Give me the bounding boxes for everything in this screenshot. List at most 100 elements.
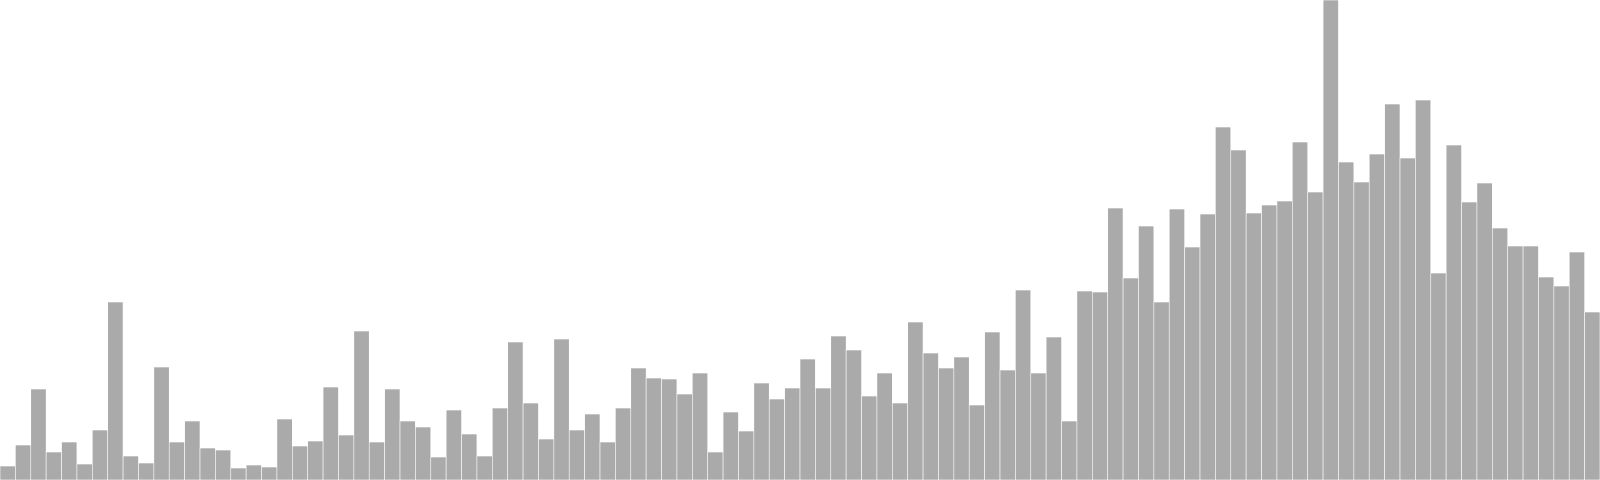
bar-93	[1415, 99, 1432, 480]
bar-67	[1015, 289, 1032, 480]
bar-2	[15, 444, 32, 480]
bar-42	[630, 367, 647, 480]
bar-97	[1476, 182, 1493, 480]
bar-104	[1584, 311, 1600, 480]
bar-23	[338, 434, 355, 480]
bar-16	[230, 467, 247, 480]
bar-78	[1184, 246, 1201, 480]
bar-39	[584, 413, 601, 480]
bar-60	[907, 321, 924, 480]
bar-61	[922, 352, 939, 480]
bar-14	[199, 447, 216, 480]
bar-83	[1261, 204, 1278, 480]
bar-4	[45, 451, 62, 480]
bar-15	[215, 449, 232, 480]
bar-44	[661, 378, 678, 480]
bar-64	[968, 404, 985, 480]
bar-90	[1368, 153, 1385, 480]
bar-96	[1461, 201, 1478, 480]
bar-65	[984, 331, 1001, 480]
bar-3	[30, 388, 47, 480]
bar-88	[1338, 161, 1355, 480]
bar-79	[1199, 213, 1216, 480]
bar-68	[1030, 372, 1047, 480]
bar-91	[1384, 103, 1401, 480]
bar-10	[138, 462, 155, 480]
bar-30	[445, 409, 462, 480]
bar-100	[1522, 245, 1539, 480]
bar-9	[122, 455, 139, 480]
bar-27	[399, 420, 416, 480]
bar-46	[692, 372, 708, 480]
bar-77	[1168, 208, 1185, 480]
bar-59	[892, 402, 908, 480]
bar-72	[1092, 291, 1108, 480]
bar-17	[245, 464, 262, 480]
bar-28	[415, 426, 432, 480]
bar-36	[538, 438, 555, 480]
bar-89	[1353, 181, 1370, 480]
bar-84	[1276, 200, 1293, 480]
bar-7	[92, 429, 108, 480]
bar-87	[1322, 0, 1339, 480]
bar-73	[1107, 207, 1124, 480]
bar-34	[507, 341, 524, 480]
bar-103	[1568, 251, 1585, 480]
bar-99	[1507, 245, 1524, 480]
bar-26	[384, 388, 401, 480]
bar-41	[615, 407, 632, 480]
bar-55	[830, 335, 847, 480]
bar-50	[753, 382, 770, 480]
bar-48	[722, 411, 739, 480]
bar-71	[1076, 290, 1093, 480]
bar-1	[0, 465, 16, 480]
bar-32	[476, 455, 493, 480]
bar-21	[307, 440, 324, 480]
bar-75	[1138, 225, 1155, 480]
bar-43	[645, 377, 662, 480]
bar-76	[1153, 301, 1170, 480]
bar-63	[953, 356, 970, 480]
bar-81	[1230, 149, 1247, 480]
bar-6	[76, 463, 93, 480]
bar-35	[522, 402, 539, 480]
bar-52	[784, 387, 801, 480]
bar-25	[368, 441, 385, 480]
bar-12	[168, 441, 185, 480]
bar-29	[430, 456, 447, 480]
bar-57	[861, 395, 878, 480]
bar-49	[738, 430, 755, 480]
bar-11	[153, 366, 170, 480]
bar-51	[768, 398, 785, 480]
bar-95	[1445, 144, 1462, 480]
bar-54	[815, 387, 832, 480]
bar-85	[1292, 141, 1308, 480]
bar-37	[553, 338, 570, 480]
bar-86	[1307, 191, 1324, 480]
bar-18	[261, 466, 278, 480]
bar-62	[938, 367, 955, 480]
bar-102	[1553, 285, 1570, 480]
bar-80	[1215, 126, 1232, 480]
bar-98	[1492, 227, 1508, 480]
bar-47	[707, 451, 724, 480]
bar-8	[107, 301, 124, 480]
bar-82	[1245, 212, 1262, 480]
bar-31	[461, 433, 478, 480]
bar-53	[799, 358, 816, 480]
bar-74	[1122, 277, 1139, 480]
bar-22	[322, 386, 339, 480]
bar-20	[292, 445, 308, 480]
bar-24	[353, 330, 370, 480]
bar-58	[876, 372, 893, 480]
bar-38	[568, 429, 585, 480]
bar-13	[184, 420, 201, 480]
bar-33	[492, 407, 508, 480]
bar-94	[1430, 272, 1447, 480]
bar-66	[999, 369, 1016, 480]
bar-45	[676, 393, 693, 480]
bar-5	[61, 441, 78, 480]
bar-56	[845, 349, 862, 480]
